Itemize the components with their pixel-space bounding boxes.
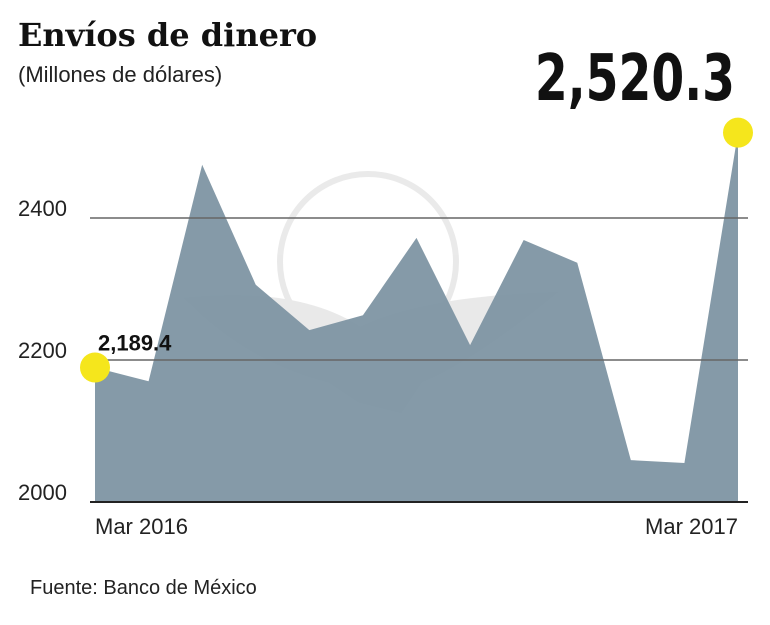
area bbox=[95, 132, 738, 502]
x-tick-label: Mar 2016 bbox=[95, 514, 188, 539]
chart-title: Envíos de dinero bbox=[18, 16, 317, 54]
highlight-dot bbox=[723, 117, 753, 148]
highlight-dot bbox=[80, 352, 110, 383]
value-label: 2,189.4 bbox=[98, 331, 172, 356]
y-tick-label: 2400 bbox=[18, 196, 67, 221]
x-tick-label: Mar 2017 bbox=[645, 514, 738, 539]
y-tick-label: 2200 bbox=[18, 338, 67, 363]
source: Fuente: Banco de México bbox=[30, 577, 257, 599]
chart-subtitle: (Millones de dólares) bbox=[18, 62, 222, 87]
y-tick-label: 2000 bbox=[18, 480, 67, 505]
value-label: 2,520.3 bbox=[535, 41, 735, 115]
